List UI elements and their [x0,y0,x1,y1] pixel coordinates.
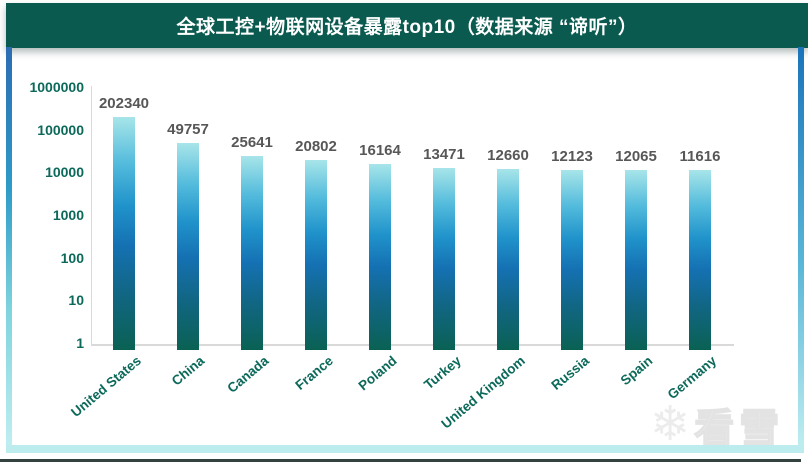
y-tick-label: 1 [76,335,84,351]
x-category-label: France [292,353,336,393]
bar-value-label: 13471 [423,145,465,163]
frame-border-bottom [6,445,804,453]
bar-germany [689,170,711,350]
x-category-label: China [169,353,208,389]
y-tick-label: 10000 [45,164,84,181]
chart-title-bar: 全球工控+物联网设备暴露top10（数据来源 “谛听”） [6,3,808,48]
bar-turkey [433,167,455,350]
y-axis-line [91,86,92,345]
bar-value-label: 12123 [551,147,593,165]
y-tick-label: 1000 [52,206,84,223]
bar-united-kingdom [497,168,519,350]
y-tick-label: 1000000 [29,78,84,95]
x-category-label: Poland [355,353,400,394]
x-category-label: United States [67,353,144,420]
x-axis-line [91,344,734,346]
bar-canada [241,155,263,350]
bar-spain [625,169,647,350]
watermark: ❄ 看雪 [650,396,784,454]
x-category-label: Germany [665,353,720,403]
frame-bottom-edge [0,459,801,462]
bar-value-label: 202340 [98,95,150,113]
bar-value-label: 20802 [295,137,337,155]
x-category-label: Russia [548,353,592,393]
x-category-label: Spain [617,353,656,389]
bar-value-label: 11616 [679,148,721,166]
chart-title: 全球工控+物联网设备暴露top10（数据来源 “谛听”） [176,17,638,38]
snowflake-icon: ❄ [650,398,691,451]
y-tick-label: 100000 [37,121,84,138]
bar-poland [369,164,391,350]
bar-france [305,159,327,350]
frame-border-right [798,47,804,453]
bar-value-label: 12065 [615,147,657,165]
x-category-label: Turkey [420,353,464,393]
x-category-label: Canada [224,353,272,396]
bar-russia [561,169,583,350]
bar-value-label: 16164 [359,142,401,160]
y-tick-label: 10 [68,292,84,309]
y-tick-label: 100 [60,249,84,266]
bar-china [177,143,199,350]
bar-united-states [113,117,135,350]
frame-border-left [6,47,12,453]
bar-value-label: 25641 [231,133,273,151]
bar-value-label: 12660 [487,146,529,164]
bar-value-label: 49757 [167,121,209,139]
watermark-text: 看雪 [693,406,785,452]
